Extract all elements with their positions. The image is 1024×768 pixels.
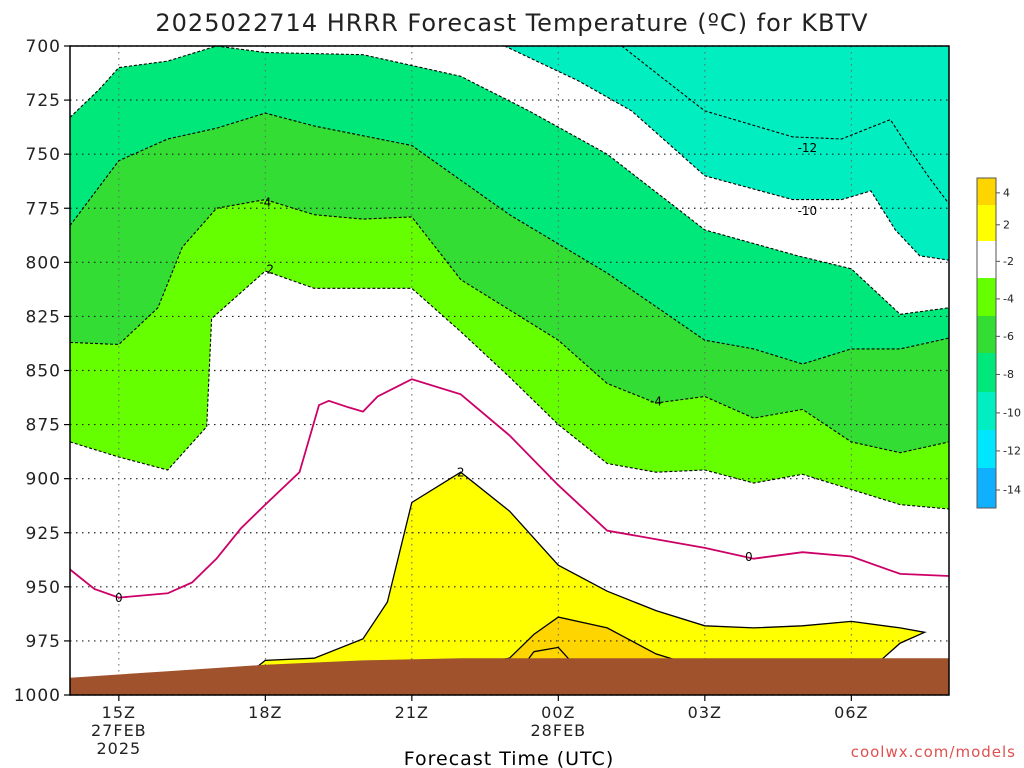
legend-label: -12 xyxy=(1003,444,1021,457)
x-axis-label: Forecast Time (UTC) xyxy=(404,748,614,768)
y-axis: 700 725 750 775 800 825 850 875 900 925 950 975 1000 xyxy=(14,37,70,706)
contour-line xyxy=(504,45,950,261)
legend-label: -10 xyxy=(1003,406,1021,419)
legend-label: -8 xyxy=(1003,368,1014,381)
legend-frame xyxy=(976,177,997,509)
legend-label: -6 xyxy=(1003,330,1014,343)
y-tick-label: 750 xyxy=(26,145,61,165)
y-tick-label: 875 xyxy=(26,416,61,436)
contour-label: -4 xyxy=(259,195,271,209)
temperature-band xyxy=(221,472,925,695)
y-tick-label: 900 xyxy=(26,470,61,490)
contour-label: 0 xyxy=(115,591,123,605)
x-tick-label: 15Z xyxy=(102,703,136,722)
y-tick-label: 800 xyxy=(26,253,61,273)
legend-swatch xyxy=(977,278,996,316)
contour-label: -4 xyxy=(650,394,662,408)
x-tick-label: 2025 xyxy=(96,739,141,758)
credit-text: coolwx.com/models xyxy=(851,743,1016,761)
temperature-band xyxy=(504,46,949,261)
chart-title: 2025022714 HRRR Forecast Temperature (ºC… xyxy=(155,9,868,37)
legend-label: 2 xyxy=(1003,218,1010,231)
legend-swatch xyxy=(977,241,996,278)
contour-line xyxy=(69,45,950,315)
temperature-contours xyxy=(69,45,950,696)
x-tick-label: 03Z xyxy=(688,703,722,722)
contour-label: 2 xyxy=(266,262,274,276)
ground-terrain xyxy=(70,658,949,695)
x-tick-label: 21Z xyxy=(395,703,429,722)
contour-line xyxy=(206,270,950,510)
freezing-line xyxy=(69,378,950,599)
x-tick-label: 06Z xyxy=(834,703,868,722)
contour-label: 2 xyxy=(457,466,465,480)
temperature-band xyxy=(70,271,949,695)
x-tick-label: 28FEB xyxy=(531,721,587,740)
legend-swatch xyxy=(977,353,996,392)
y-tick-label: 700 xyxy=(26,37,61,57)
ground-surface xyxy=(70,658,949,695)
contour-line xyxy=(69,199,950,454)
y-tick-label: 975 xyxy=(26,632,61,652)
contour-line xyxy=(69,426,208,471)
contour-line xyxy=(220,471,927,696)
legend-swatch xyxy=(977,178,996,205)
legend-swatch xyxy=(977,430,996,468)
legend-swatch xyxy=(977,392,996,430)
legend-swatch xyxy=(977,205,996,241)
legend-label: 4 xyxy=(1003,186,1010,199)
legend-label: -4 xyxy=(1003,292,1014,305)
legend-label: -2 xyxy=(1003,255,1014,268)
color-legend: 4 2 -2 -4 -6 -8 -10 -12 -14 xyxy=(976,177,1021,509)
y-tick-label: 1000 xyxy=(14,686,61,706)
contour-label: -10 xyxy=(798,204,818,218)
y-tick-label: 850 xyxy=(26,362,61,382)
legend-swatch xyxy=(977,316,996,353)
y-tick-label: 825 xyxy=(26,307,61,327)
x-tick-label: 27FEB xyxy=(91,721,147,740)
contour-line xyxy=(69,112,950,365)
x-tick-label: 18Z xyxy=(248,703,282,722)
legend-swatch xyxy=(977,468,996,508)
legend-label: -14 xyxy=(1003,484,1021,497)
contour-line xyxy=(621,45,950,205)
contour-labels: -12 -10 -4 -4 2 2 0 0 xyxy=(115,141,818,605)
y-tick-label: 775 xyxy=(26,199,61,219)
y-tick-label: 725 xyxy=(26,91,61,111)
y-tick-label: 925 xyxy=(26,524,61,544)
contour-label: 0 xyxy=(745,550,753,564)
contour-label: -12 xyxy=(798,141,818,155)
y-tick-label: 950 xyxy=(26,578,61,598)
x-tick-label: 00Z xyxy=(541,703,575,722)
